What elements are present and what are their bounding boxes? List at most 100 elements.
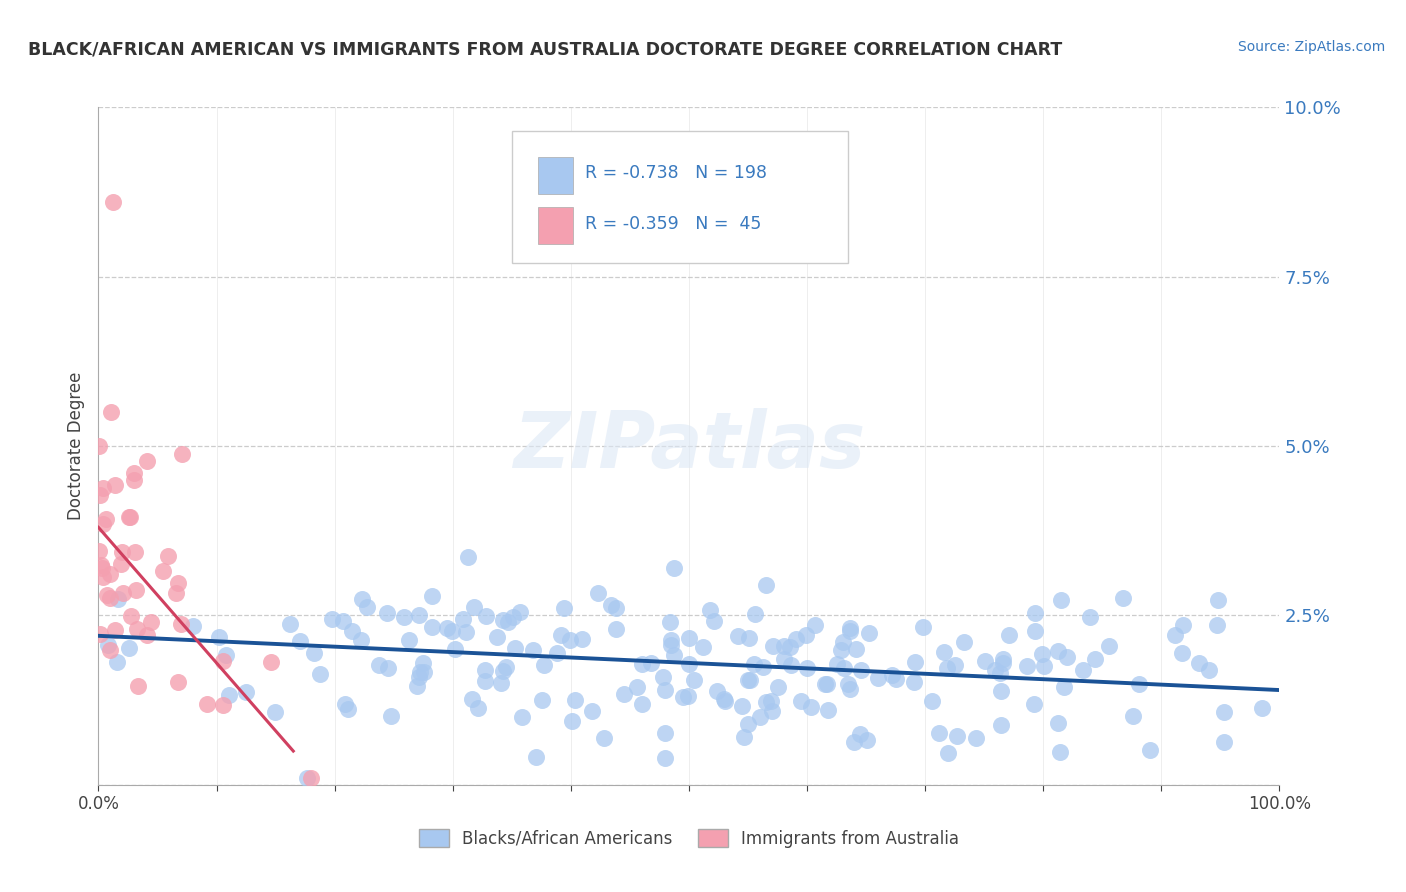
Point <box>263 706 285 720</box>
Point <box>751 659 773 673</box>
Point <box>107 591 129 606</box>
Point <box>849 727 872 741</box>
Point <box>571 632 593 647</box>
Point <box>825 657 848 672</box>
Point <box>522 643 544 657</box>
Point <box>110 557 132 571</box>
Point <box>181 619 204 633</box>
Point <box>676 690 699 704</box>
Point <box>101 194 124 209</box>
Point <box>135 628 157 642</box>
Point <box>1206 592 1229 607</box>
Point <box>654 726 676 740</box>
Point <box>212 654 235 668</box>
Point <box>111 544 134 558</box>
Text: R = -0.359   N =  45: R = -0.359 N = 45 <box>585 215 762 234</box>
Point <box>124 545 146 559</box>
Point <box>1084 652 1107 666</box>
Point <box>474 674 496 689</box>
Point <box>1164 628 1187 642</box>
Point <box>654 751 676 765</box>
Point <box>738 631 761 645</box>
Point <box>335 698 357 712</box>
Point <box>761 704 783 718</box>
Point <box>1251 700 1274 714</box>
Text: Source: ZipAtlas.com: Source: ZipAtlas.com <box>1237 40 1385 54</box>
Point <box>839 682 862 697</box>
Point <box>1206 618 1229 632</box>
Point <box>398 633 420 648</box>
Point <box>1050 592 1073 607</box>
Point <box>492 665 515 679</box>
Point <box>837 677 859 691</box>
Point <box>953 635 976 649</box>
Point <box>486 631 509 645</box>
Point <box>935 661 957 675</box>
Point <box>581 704 603 718</box>
Point <box>1213 705 1236 719</box>
Point <box>139 615 162 630</box>
Point <box>904 656 927 670</box>
Point <box>699 603 721 617</box>
FancyBboxPatch shape <box>537 207 574 244</box>
Point <box>586 586 609 600</box>
Point <box>1017 659 1039 673</box>
Point <box>742 657 765 671</box>
Point <box>832 634 855 648</box>
Point <box>830 643 852 657</box>
Point <box>461 692 484 706</box>
Point <box>441 624 464 639</box>
Point <box>87 544 110 558</box>
Point <box>832 661 855 675</box>
Point <box>100 405 122 419</box>
Point <box>678 631 700 645</box>
Text: BLACK/AFRICAN AMERICAN VS IMMIGRANTS FROM AUSTRALIA DOCTORATE DEGREE CORRELATION: BLACK/AFRICAN AMERICAN VS IMMIGRANTS FRO… <box>28 40 1063 58</box>
Point <box>1112 591 1135 606</box>
Point <box>342 624 364 639</box>
Point <box>785 632 807 646</box>
Point <box>740 673 762 688</box>
Point <box>457 549 479 564</box>
Point <box>420 590 443 604</box>
Point <box>495 660 517 674</box>
Point <box>842 734 865 748</box>
Point <box>838 624 860 638</box>
Point <box>990 684 1012 698</box>
Point <box>377 661 399 675</box>
Point <box>218 689 240 703</box>
Point <box>122 473 145 487</box>
Point <box>600 598 623 612</box>
Point <box>96 588 118 602</box>
Point <box>744 607 766 621</box>
Point <box>762 640 785 654</box>
Point <box>215 648 238 663</box>
Point <box>505 640 527 655</box>
Point <box>804 617 827 632</box>
Point <box>640 656 662 670</box>
Point <box>125 583 148 598</box>
Point <box>943 658 966 673</box>
Point <box>703 614 725 628</box>
Point <box>91 560 114 574</box>
Point <box>965 731 987 745</box>
Point <box>167 575 190 590</box>
Point <box>524 750 547 764</box>
Point <box>1053 680 1076 694</box>
Point <box>779 657 801 672</box>
Point <box>212 698 235 712</box>
Point <box>613 687 636 701</box>
Point <box>392 610 415 624</box>
Point <box>903 675 925 690</box>
Point <box>553 601 575 615</box>
Point <box>631 697 654 711</box>
Point <box>454 625 477 640</box>
Point <box>815 677 838 691</box>
Point <box>880 667 903 681</box>
Point <box>630 657 652 671</box>
Point <box>733 730 755 744</box>
Point <box>408 670 430 684</box>
Point <box>105 655 128 669</box>
Point <box>768 680 790 694</box>
Point <box>1031 648 1053 662</box>
Point <box>98 591 121 606</box>
